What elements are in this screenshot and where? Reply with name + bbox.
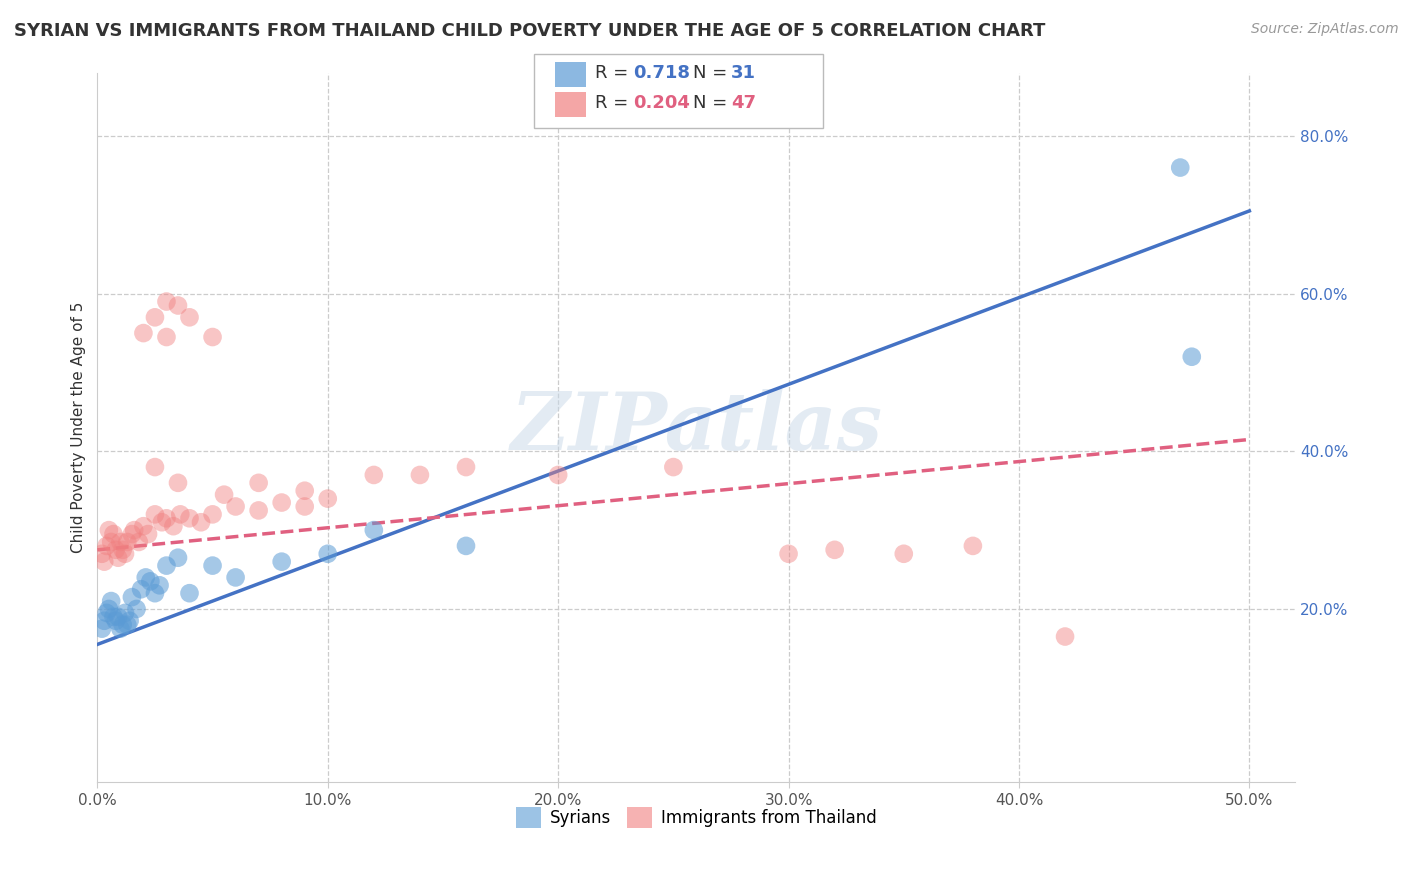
Point [143,508,166,522]
Point [201,508,224,522]
Point [167,298,190,312]
Point [104,542,127,557]
Point [662,460,685,475]
Point [135,570,157,584]
Text: ZIPatlas: ZIPatlas [510,389,883,467]
Point [212,488,235,502]
Point [454,539,477,553]
Point [132,326,155,340]
Point [143,460,166,475]
Text: 0.204: 0.204 [633,94,689,112]
Point [114,547,136,561]
Point [117,535,139,549]
Point [91,547,114,561]
Text: R =: R = [595,94,634,112]
Point [270,495,292,509]
Point [104,614,127,628]
Point [111,542,134,557]
Point [121,590,143,604]
Point [155,294,177,309]
Point [179,310,201,325]
Point [107,550,129,565]
Point [225,500,247,514]
Point [121,527,143,541]
Point [294,483,316,498]
Point [111,617,134,632]
Text: SYRIAN VS IMMIGRANTS FROM THAILAND CHILD POVERTY UNDER THE AGE OF 5 CORRELATION : SYRIAN VS IMMIGRANTS FROM THAILAND CHILD… [14,22,1046,40]
Point [893,547,915,561]
Text: N =: N = [693,64,733,82]
Point [270,555,292,569]
Point [117,617,139,632]
Point [201,330,224,344]
Point [454,460,477,475]
Text: N =: N = [693,94,733,112]
Point [107,610,129,624]
Point [316,491,339,506]
Point [316,547,339,561]
Point [93,555,115,569]
Point [778,547,800,561]
Point [179,511,201,525]
Point [247,475,270,490]
Point [179,586,201,600]
Point [155,330,177,344]
Point [225,570,247,584]
Point [96,539,118,553]
Text: Source: ZipAtlas.com: Source: ZipAtlas.com [1251,22,1399,37]
Point [162,519,184,533]
Point [103,527,125,541]
Point [167,550,190,565]
Point [363,523,385,537]
Point [93,614,115,628]
Point [114,606,136,620]
Point [1054,630,1077,644]
Point [1168,161,1191,175]
Point [136,527,159,541]
Point [155,511,177,525]
Point [125,602,148,616]
Point [128,535,150,549]
Text: 0.718: 0.718 [633,64,690,82]
Point [363,467,385,482]
Point [148,578,170,592]
Point [247,503,270,517]
Point [190,515,212,529]
Point [103,610,125,624]
Point [169,508,191,522]
Point [100,535,122,549]
Text: R =: R = [595,64,634,82]
Point [409,467,432,482]
Point [118,614,141,628]
Point [97,523,120,537]
Point [143,310,166,325]
Point [547,467,569,482]
Point [97,602,120,616]
Point [962,539,984,553]
Text: 31: 31 [731,64,756,82]
Point [96,606,118,620]
Point [129,582,152,597]
Point [143,586,166,600]
Point [294,500,316,514]
Point [1181,350,1204,364]
Point [167,475,190,490]
Point [824,542,846,557]
Point [110,622,132,636]
Point [110,535,132,549]
Point [150,515,173,529]
Legend: Syrians, Immigrants from Thailand: Syrians, Immigrants from Thailand [509,801,883,834]
Point [91,622,114,636]
Point [139,574,162,589]
Text: 47: 47 [731,94,756,112]
Point [201,558,224,573]
Point [100,594,122,608]
Point [132,519,155,533]
Point [155,558,177,573]
Y-axis label: Child Poverty Under the Age of 5: Child Poverty Under the Age of 5 [72,302,86,553]
Point [122,523,145,537]
